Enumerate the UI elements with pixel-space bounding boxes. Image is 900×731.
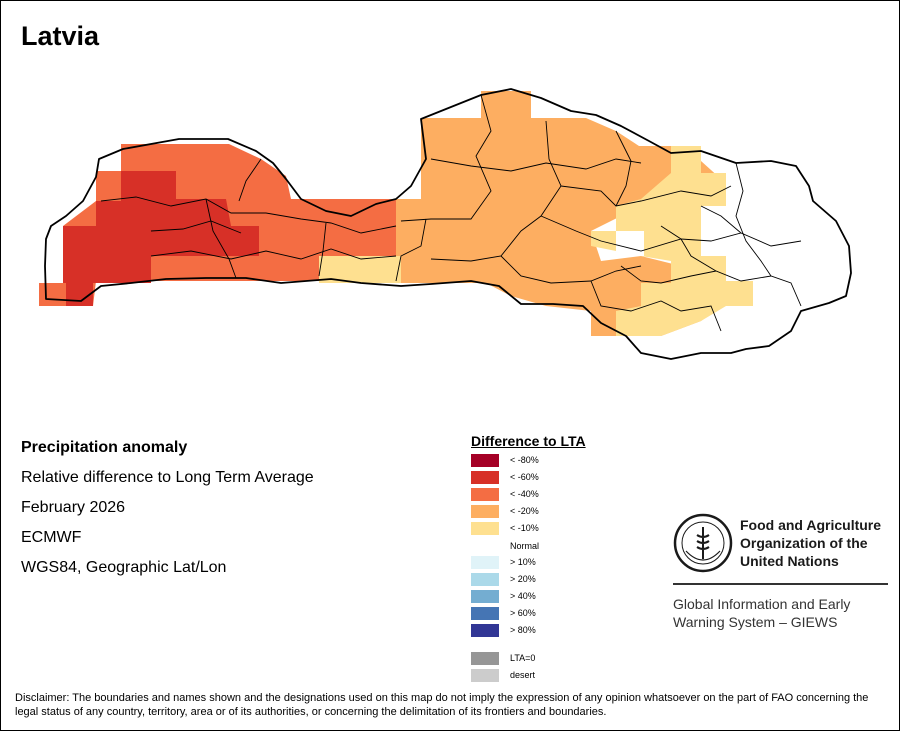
info-subtitle: Relative difference to Long Term Average	[21, 469, 314, 486]
anomaly-raster	[39, 91, 753, 336]
admin-line	[205, 198, 237, 279]
admin-line	[735, 162, 772, 277]
legend-label: < -80%	[510, 455, 539, 465]
country-outline	[44, 88, 852, 360]
legend-swatch	[471, 471, 499, 484]
precipitation-map	[39, 88, 852, 360]
legend-swatch	[471, 669, 499, 682]
disclaimer: Disclaimer: The boundaries and names sho…	[15, 692, 869, 718]
legend-swatch	[471, 607, 499, 620]
admin-line	[150, 248, 397, 260]
legend-label: < -60%	[510, 472, 539, 482]
legend-label: < -10%	[510, 523, 539, 533]
admin-boundaries	[100, 94, 802, 332]
latvia-border	[44, 88, 852, 360]
giews-name: Global Information and Early Warning Sys…	[673, 595, 850, 631]
legend-swatch	[471, 590, 499, 603]
anomaly-zone-10	[591, 146, 753, 336]
legend-label: > 10%	[510, 557, 536, 567]
admin-line	[318, 222, 327, 277]
fao-name-line: United Nations	[740, 553, 839, 569]
legend-swatch	[471, 624, 499, 637]
anomaly-zone-10-west	[319, 256, 401, 283]
legend-swatch	[471, 556, 499, 569]
legend-swatch	[471, 522, 499, 535]
admin-line	[615, 130, 632, 207]
admin-line	[660, 225, 717, 272]
legend-label: > 40%	[510, 591, 536, 601]
fao-name-line: Food and Agriculture	[740, 517, 882, 533]
admin-line	[430, 120, 562, 262]
anomaly-zone-80	[63, 171, 259, 306]
legend-swatch	[471, 505, 499, 518]
legend-label: > 80%	[510, 625, 536, 635]
fao-divider	[673, 583, 888, 585]
admin-line	[430, 158, 642, 172]
legend-label: desert	[510, 670, 536, 680]
admin-line	[395, 218, 427, 282]
info-projection: WGS84, Geographic Lat/Lon	[21, 559, 227, 576]
admin-line	[560, 185, 732, 207]
admin-line	[238, 158, 262, 202]
legend-swatch	[471, 573, 499, 586]
legend-title: Difference to LTA	[471, 433, 586, 449]
map-title: Latvia	[21, 21, 100, 51]
info-source: ECMWF	[21, 529, 82, 546]
legend-normal-label: Normal	[510, 541, 540, 551]
admin-line	[700, 205, 742, 234]
fao-organization-name: Food and Agriculture Organization of the…	[740, 516, 881, 570]
info-period: February 2026	[21, 499, 126, 516]
legend-label: LTA=0	[510, 653, 536, 663]
admin-line	[500, 255, 642, 284]
info-heading: Precipitation anomaly	[21, 439, 188, 456]
normal-gap	[616, 231, 644, 256]
admin-line	[100, 196, 397, 234]
legend-swatch	[471, 454, 499, 467]
anomaly-zone-20	[319, 91, 721, 336]
legend-label: > 60%	[510, 608, 536, 618]
legend-label: > 20%	[510, 574, 536, 584]
admin-line	[590, 280, 722, 332]
legend-swatch	[471, 488, 499, 501]
admin-line	[150, 220, 242, 234]
legend-label: < -20%	[510, 506, 539, 516]
legend-swatch	[471, 652, 499, 665]
fao-logo-icon	[673, 513, 733, 573]
giews-line: Warning System – GIEWS	[673, 614, 838, 630]
giews-line: Global Information and Early	[673, 596, 851, 612]
legend-label: < -40%	[510, 489, 539, 499]
fao-name-line: Organization of the	[740, 535, 868, 551]
admin-line	[400, 94, 492, 222]
